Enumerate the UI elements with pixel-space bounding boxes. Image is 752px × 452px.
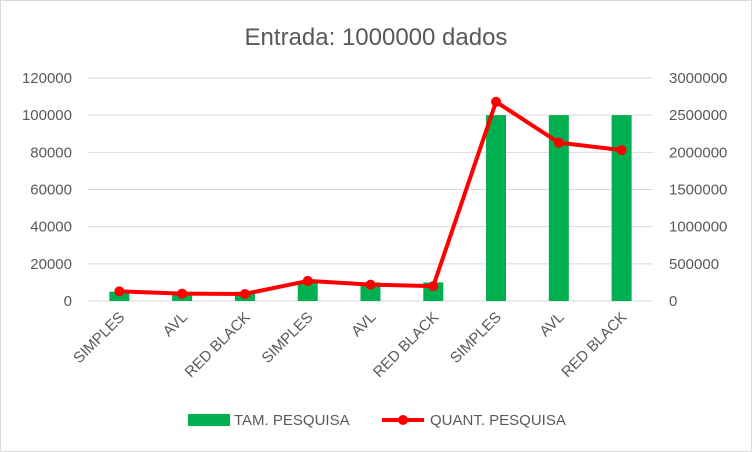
legend: TAM. PESQUISA QUANT. PESQUISA	[188, 412, 566, 429]
right-axis: 0 500000 1000000 1500000 2000000 2500000 30000…	[669, 70, 727, 310]
legend-line-marker	[398, 415, 408, 425]
right-tick-label: 500000	[669, 256, 719, 273]
line-point	[616, 145, 627, 156]
chart-title: Entrada: 1000000 dados	[245, 24, 508, 51]
x-tick-label: AVL	[160, 309, 191, 340]
bar	[548, 115, 569, 302]
legend-bar-label: TAM. PESQUISA	[234, 412, 350, 429]
x-tick-label: RED BLACK	[370, 309, 442, 381]
right-tick-label: 0	[669, 293, 677, 310]
right-tick-label: 1000000	[669, 219, 727, 236]
line-point	[114, 286, 125, 297]
x-tick-label: SIMPLES	[70, 309, 128, 367]
line-point	[302, 275, 313, 286]
right-tick-label: 3000000	[669, 70, 727, 87]
line-point	[428, 281, 439, 292]
bar	[360, 282, 381, 301]
line-series	[114, 96, 627, 299]
left-axis: 0 20000 40000 60000 80000 100000 120000	[22, 70, 72, 310]
x-tick-label: SIMPLES	[259, 309, 317, 367]
right-tick-label: 2500000	[669, 107, 727, 124]
line-point	[177, 288, 188, 299]
left-tick-label: 40000	[30, 219, 72, 236]
left-tick-label: 80000	[30, 144, 72, 161]
legend-bar-swatch	[188, 414, 230, 426]
bar-series	[109, 115, 632, 302]
left-tick-label: 120000	[22, 70, 72, 87]
legend-line-label: QUANT. PESQUISA	[430, 412, 566, 429]
line-point	[239, 288, 250, 299]
left-tick-label: 20000	[30, 256, 72, 273]
bar	[486, 115, 507, 302]
x-tick-label: AVL	[348, 309, 379, 340]
series-line	[119, 99, 622, 296]
right-tick-label: 2000000	[669, 144, 727, 161]
right-tick-label: 1500000	[669, 182, 727, 199]
bar	[611, 115, 632, 302]
bar	[297, 282, 318, 301]
left-tick-label: 0	[64, 293, 72, 310]
line-point	[491, 96, 502, 107]
left-tick-label: 60000	[30, 182, 72, 199]
line-point	[365, 279, 376, 290]
x-tick-label: RED BLACK	[558, 309, 630, 381]
x-tick-label: RED BLACK	[182, 309, 254, 381]
left-tick-label: 100000	[22, 107, 72, 124]
x-tick-label: AVL	[536, 309, 567, 340]
bar	[109, 291, 130, 301]
line-point	[553, 137, 564, 148]
x-tick-label: SIMPLES	[447, 309, 505, 367]
